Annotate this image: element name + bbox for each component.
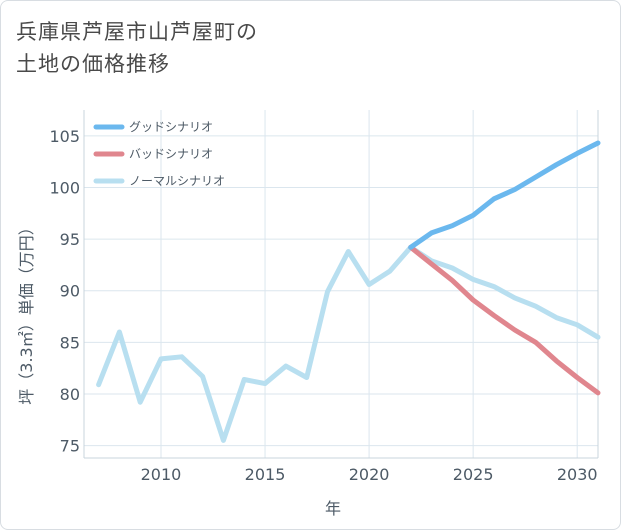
x-tick-label: 2025 xyxy=(453,465,494,484)
y-tick-label: 100 xyxy=(49,178,80,197)
y-tick-label: 90 xyxy=(60,282,80,301)
x-tick-label: 2015 xyxy=(245,465,286,484)
chart-title-line-2: 土地の価格推移 xyxy=(16,52,170,76)
tick-labels: 2010 2015 2020 2025 2030 75 80 85 90 95 100 105 xyxy=(49,127,597,484)
legend-label-1: バッドシナリオ xyxy=(129,147,213,161)
chart-title: 兵庫県芦屋市山芦屋町の 土地の価格推移 xyxy=(16,16,536,80)
x-axis-label: 年 xyxy=(325,499,341,518)
y-tick-label: 85 xyxy=(60,333,80,352)
grid-lines xyxy=(83,110,599,459)
legend-label-0: グッドシナリオ xyxy=(129,120,213,134)
series-lines xyxy=(96,140,601,443)
y-axis-label: 坪（3.3㎡）単価（万円） xyxy=(17,219,36,404)
y-tick-label: 95 xyxy=(60,230,80,249)
x-tick-label: 2010 xyxy=(141,465,182,484)
y-tick-label: 105 xyxy=(49,127,80,146)
x-tick-label: 2030 xyxy=(557,465,598,484)
chart-title-line-1: 兵庫県芦屋市山芦屋町の xyxy=(16,20,258,44)
series-line-2 xyxy=(96,244,601,443)
series-line-1 xyxy=(408,244,601,396)
series-line-0 xyxy=(408,140,601,250)
x-tick-label: 2020 xyxy=(349,465,390,484)
y-tick-label: 80 xyxy=(60,385,80,404)
legend-label-2: ノーマルシナリオ xyxy=(129,174,225,188)
y-tick-label: 75 xyxy=(60,437,80,456)
